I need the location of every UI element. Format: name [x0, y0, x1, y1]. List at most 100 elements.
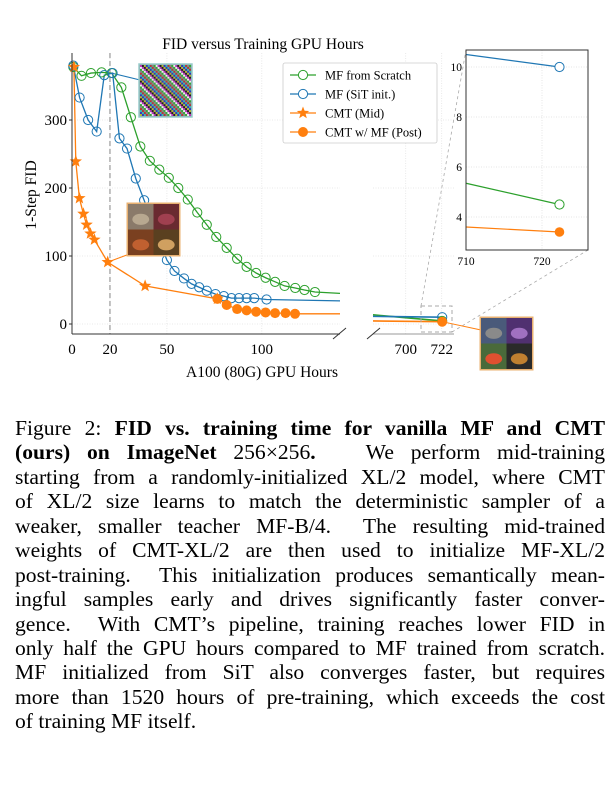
noise-pixel [155, 65, 158, 67]
noise-pixel [179, 108, 182, 111]
noise-pixel [159, 94, 162, 97]
noise-pixel [143, 82, 146, 85]
noise-pixel [173, 104, 176, 107]
noise-pixel [153, 68, 156, 71]
noise-pixel [147, 82, 150, 85]
caption-text: only half the GPU hours compared to MF t… [15, 635, 605, 660]
noise-pixel [145, 72, 148, 75]
noise-pixel [140, 104, 142, 107]
data-point [251, 306, 262, 317]
noise-pixel [171, 112, 174, 115]
noise-pixel [179, 84, 182, 87]
noise-pixel [155, 74, 158, 77]
noise-pixel [165, 84, 168, 87]
noise-pixel [141, 104, 144, 107]
y-tick-label: 100 [45, 249, 68, 265]
noise-pixel [151, 96, 154, 99]
noise-pixel [187, 65, 190, 67]
noise-pixel [173, 84, 176, 87]
noise-pixel [149, 114, 152, 116]
noise-pixel [140, 90, 142, 93]
noise-pixel [145, 112, 148, 115]
data-point [77, 207, 90, 220]
noise-pixel [143, 104, 146, 107]
noise-pixel [155, 70, 158, 73]
noise-pixel [171, 70, 174, 73]
noise-pixel [159, 80, 162, 83]
noise-pixel [161, 96, 164, 99]
cmt-mid-sample-image [126, 202, 181, 257]
noise-pixel [157, 106, 160, 109]
noise-pixel [187, 84, 190, 87]
noise-pixel [189, 82, 191, 85]
noise-pixel [179, 106, 182, 109]
data-point [73, 191, 86, 204]
data-point [260, 307, 271, 318]
noise-pixel [169, 88, 172, 91]
noise-pixel [175, 106, 178, 109]
noise-pixel [185, 72, 188, 75]
noise-pixel [167, 74, 170, 77]
noise-pixel [165, 106, 168, 109]
noise-pixel [173, 86, 176, 89]
noise-pixel [187, 76, 190, 79]
noise-pixel [145, 98, 148, 101]
noise-pixel [159, 74, 162, 77]
noise-pixel [151, 66, 154, 69]
noise-pixel [169, 78, 172, 81]
data-point [233, 293, 245, 304]
noise-pixel [171, 114, 174, 116]
noise-pixel [167, 98, 170, 101]
noise-pixel [163, 112, 166, 115]
caption-line: of training MF itself. [15, 709, 605, 733]
noise-pixel [157, 108, 160, 111]
noise-pixel [167, 88, 170, 91]
noise-pixel [161, 88, 164, 91]
noise-pixel [183, 66, 186, 69]
noise-pixel [167, 114, 170, 116]
caption-text: gence. With CMT’s pipeline, training rea… [15, 611, 605, 636]
noise-pixel [163, 84, 166, 87]
noise-pixel [140, 86, 142, 89]
data-point [290, 282, 301, 294]
noise-pixel [173, 96, 176, 99]
noise-pixel [157, 65, 160, 67]
noise-pixel [153, 72, 156, 75]
noise-pixel [183, 90, 186, 93]
noise-pixel [179, 112, 182, 115]
noise-pixel [153, 98, 156, 101]
noise-pixel [147, 108, 150, 111]
noise-pixel [151, 90, 154, 93]
noise-pixel [185, 88, 188, 91]
noise-pixel [181, 74, 184, 77]
noise-pixel [163, 98, 166, 101]
noise-pixel [179, 82, 182, 85]
connector-line [442, 321, 482, 331]
noise-pixel [163, 65, 166, 67]
series-line-right-1 [372, 315, 443, 318]
noise-pixel [175, 100, 178, 103]
noise-pixel [155, 88, 158, 91]
figure-caption: Figure 2: FID vs. training time for vani… [15, 416, 605, 734]
noise-pixel [175, 65, 178, 67]
noise-pixel [153, 65, 156, 67]
noise-pixel [149, 82, 152, 85]
noise-pixel [173, 106, 176, 109]
caption-line: weaker, smaller teacher MF-B/4. The resu… [15, 514, 605, 538]
noise-pixel [177, 76, 180, 79]
caption-text: of XL/2 size learns to match the determi… [15, 489, 605, 514]
noise-pixel [175, 112, 178, 115]
noise-pixel [155, 68, 158, 71]
noise-pixel [175, 68, 178, 71]
noise-pixel [171, 104, 174, 107]
noise-pixel [149, 102, 152, 105]
noise-pixel [149, 88, 152, 91]
noise-pixel [175, 104, 178, 107]
noise-pixel [147, 88, 150, 91]
noise-pixel [151, 92, 154, 95]
noise-pixel [141, 102, 144, 105]
series-line-2 [73, 66, 218, 300]
noise-pixel [145, 86, 148, 89]
inset-series-line [465, 182, 560, 206]
noise-pixel [141, 70, 144, 73]
